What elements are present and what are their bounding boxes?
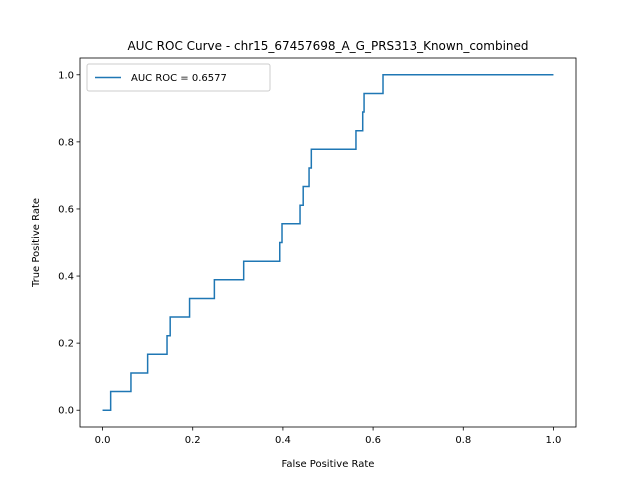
roc-curve-line <box>102 74 554 411</box>
x-tick-label: 0.2 <box>185 435 201 446</box>
y-tick-label: 0.2 <box>58 339 74 350</box>
x-tick-label: 0.0 <box>95 435 111 446</box>
y-axis-label: True Positive Rate <box>31 198 42 288</box>
ticks-layer: 0.0 0.2 0.4 0.6 0.8 1.0 0.0 0.2 0.4 0.6 0.8 1.0 <box>58 70 561 446</box>
plot-area <box>102 74 554 411</box>
y-tick-label: 0.6 <box>58 204 74 215</box>
plot-frame <box>79 57 577 428</box>
x-axis-label: False Positive Rate <box>282 459 375 470</box>
legend: AUC ROC = 0.6577 <box>86 63 271 92</box>
x-tick-label: 0.8 <box>455 435 471 446</box>
y-tick-label: 0.4 <box>58 272 74 283</box>
y-tick-label: 1.0 <box>58 70 74 81</box>
chart-title: AUC ROC Curve - chr15_67457698_A_G_PRS31… <box>127 39 528 53</box>
y-tick-label: 0.0 <box>58 406 74 417</box>
y-tick-label: 0.8 <box>58 137 74 148</box>
x-tick-label: 0.6 <box>365 435 381 446</box>
x-tick-label: 0.4 <box>275 435 291 446</box>
legend-box <box>86 63 271 92</box>
x-tick-label: 1.0 <box>546 435 562 446</box>
legend-entry: AUC ROC = 0.6577 <box>131 73 227 84</box>
